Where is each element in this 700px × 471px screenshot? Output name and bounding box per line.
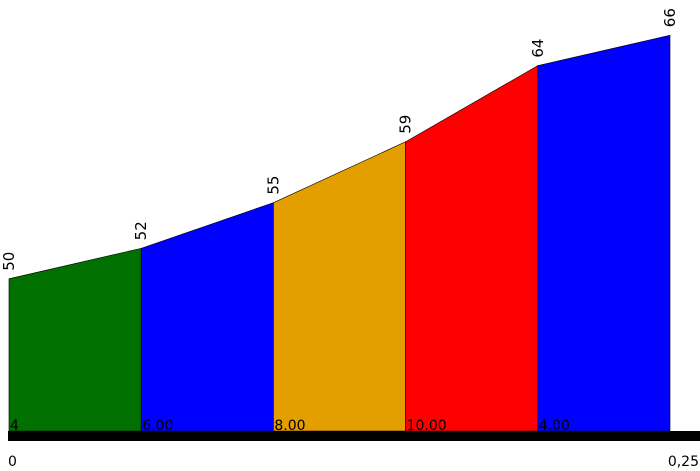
value-label-3: 55 [264, 176, 282, 195]
value-label-6: 66 [661, 8, 679, 27]
x-tick-label-start: 0 [8, 454, 17, 470]
area-segment-2 [140, 202, 274, 432]
value-label-1: 50 [0, 252, 18, 271]
segment-label-1: 4 [10, 418, 19, 434]
segment-label-5: 4.00 [539, 418, 570, 434]
baseline-bar [8, 431, 700, 441]
area-segment-5 [537, 34, 671, 432]
area-segment-1 [8, 247, 142, 432]
segment-label-4: 10.00 [407, 418, 447, 434]
value-label-4: 59 [397, 115, 415, 134]
chart-areas [8, 34, 671, 432]
chart-labels: 4 6.00 8.00 10.00 4.00 50 52 55 59 64 66 [0, 8, 679, 434]
segment-label-3: 8.00 [274, 418, 305, 434]
area-segment-4 [405, 65, 539, 432]
area-segment-3 [273, 141, 406, 432]
x-tick-label-end: 0,25 [668, 454, 699, 470]
segment-label-2: 6.00 [142, 418, 173, 434]
value-label-5: 64 [529, 39, 547, 58]
value-label-2: 52 [132, 221, 150, 240]
